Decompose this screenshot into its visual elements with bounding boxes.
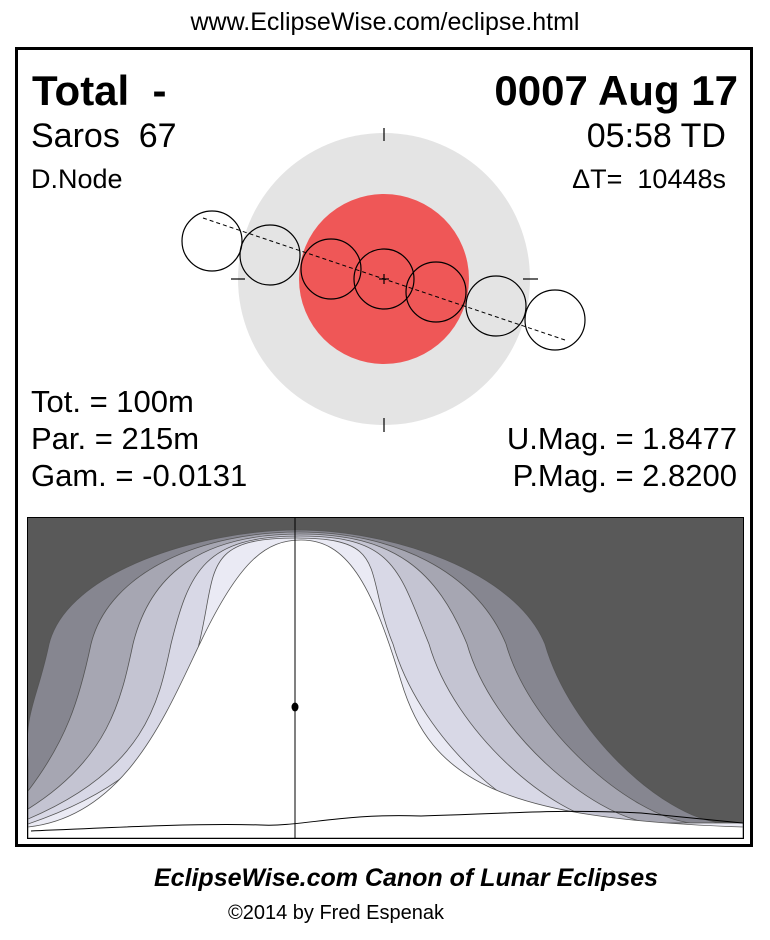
moon-path-line [202, 217, 566, 341]
saros-number: Saros 67 [31, 117, 177, 155]
eclipse-geometry-diagram [181, 128, 586, 432]
moon-circle [300, 238, 362, 300]
full-visibility-region [28, 539, 743, 838]
moon-circle [465, 275, 527, 337]
footer-title: EclipseWise.com Canon of Lunar Eclipses [153, 864, 659, 892]
delta-t: ΔT= 10448s [572, 164, 726, 194]
moon-circle [353, 248, 415, 310]
node: D.Node [31, 164, 123, 194]
eclipse-type: Total - [32, 67, 167, 114]
penumbral-magnitude: P.Mag. = 2.8200 [512, 458, 737, 493]
copyright: ©2014 by Fred Espenak [228, 902, 444, 924]
moon-positions [181, 210, 586, 351]
eclipse-date: 0007 Aug 17 [494, 67, 738, 114]
moon-circle [405, 261, 467, 323]
source-url: www.EclipseWise.com/eclipse.html [190, 8, 580, 36]
eclipse-panel [15, 47, 753, 847]
gamma: Gam. = -0.0131 [31, 458, 248, 493]
visibility-map [27, 517, 744, 839]
moon-circle [524, 289, 586, 351]
eclipse-time: 05:58 TD [586, 117, 726, 155]
moon-circle [239, 224, 301, 286]
moon-circle [181, 210, 243, 272]
antarctica-coastline [30, 810, 743, 832]
totality-duration: Tot. = 100m [31, 384, 194, 419]
greatest-eclipse-point [291, 702, 299, 712]
umbral-magnitude: U.Mag. = 1.8477 [506, 421, 737, 456]
partial-duration: Par. = 215m [31, 421, 200, 456]
